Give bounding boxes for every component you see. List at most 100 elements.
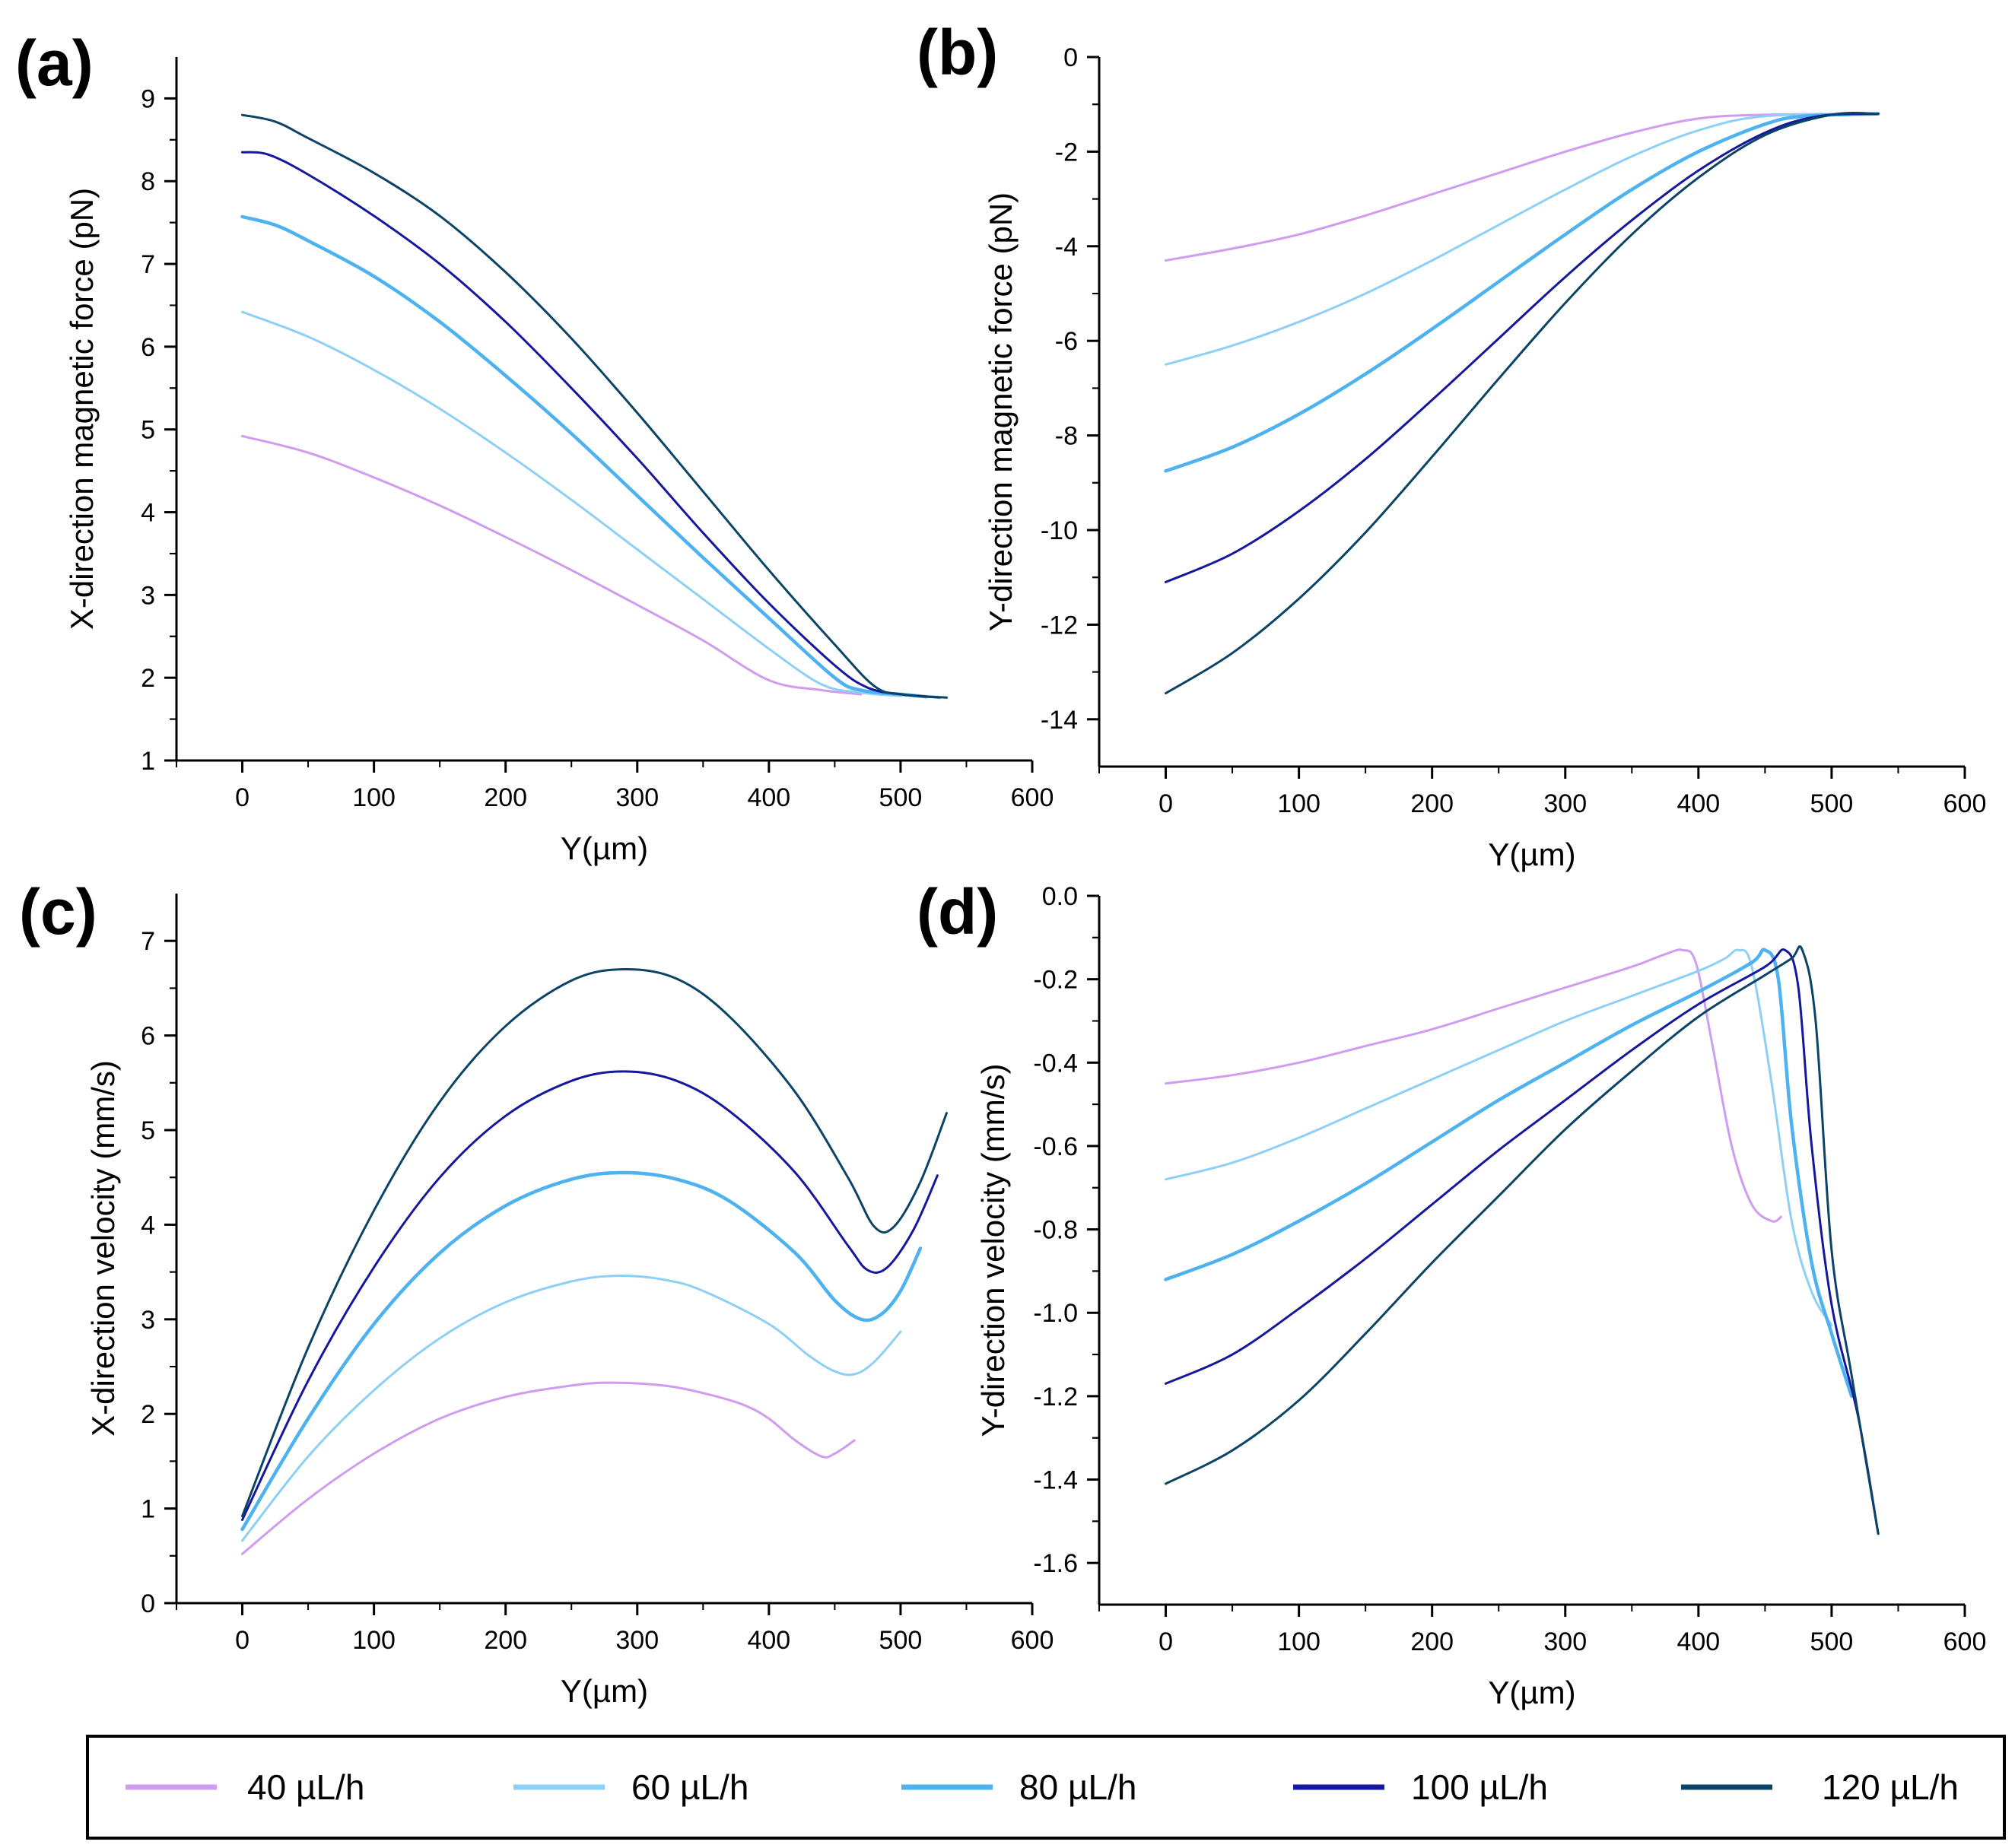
x-tick-label: 300 <box>1543 789 1587 818</box>
x-tick-label: 100 <box>352 783 396 812</box>
x-tick-label: 400 <box>1677 789 1720 818</box>
y-tick-label: 7 <box>141 250 155 279</box>
y-tick-label: -10 <box>1041 516 1078 545</box>
y-tick-label: -0.4 <box>1033 1049 1078 1078</box>
x-tick-label: 300 <box>1543 1627 1587 1656</box>
legend-label: 60 µL/h <box>631 1767 748 1807</box>
y-tick-label: -1.0 <box>1033 1299 1078 1328</box>
y-tick-label: 0 <box>141 1589 155 1618</box>
y-tick-label: -0.6 <box>1033 1132 1078 1161</box>
series-line-60 <box>1165 113 1880 366</box>
x-tick-label: 300 <box>615 1626 659 1655</box>
series-line-40 <box>241 434 863 696</box>
y-tick-label: 6 <box>141 1022 155 1051</box>
y-tick-label: -1.2 <box>1033 1383 1078 1411</box>
y-tick-label: 5 <box>141 416 155 445</box>
legend-label: 100 µL/h <box>1411 1767 1548 1807</box>
y-axis-title: Y-direction magnetic force (pN) <box>983 192 1019 631</box>
series-line-40 <box>1165 948 1782 1223</box>
y-tick-label: -8 <box>1055 422 1078 451</box>
series-line-60 <box>241 1275 902 1542</box>
y-tick-label: 2 <box>141 664 155 693</box>
x-tick-label: 500 <box>879 783 923 812</box>
panel-label: (d) <box>917 876 998 948</box>
y-tick-label: -14 <box>1041 706 1078 735</box>
x-axis-title: Y(µm) <box>561 1673 648 1709</box>
panel-label: (c) <box>19 876 97 948</box>
y-tick-label: -12 <box>1041 611 1078 640</box>
y-tick-label: 1 <box>141 1495 155 1524</box>
x-tick-label: 100 <box>352 1626 396 1655</box>
series-line-40 <box>241 1381 856 1555</box>
x-tick-label: 0 <box>235 783 249 812</box>
x-tick-label: 400 <box>747 1626 790 1655</box>
x-tick-label: 500 <box>1810 1627 1854 1656</box>
y-tick-label: 0 <box>1063 43 1078 72</box>
y-tick-label: -4 <box>1055 233 1078 262</box>
series-line-80 <box>1164 112 1880 473</box>
series-line-60 <box>1165 948 1833 1327</box>
legend-item-40: 40 µL/h <box>126 1767 364 1807</box>
x-tick-label: 600 <box>1943 789 1987 818</box>
x-tick-label: 600 <box>1011 783 1054 812</box>
x-axis-title: Y(µm) <box>1488 837 1575 872</box>
x-tick-label: 0 <box>1158 789 1173 818</box>
x-tick-label: 200 <box>484 1626 527 1655</box>
panel-d: (d) 0 100 200 300 400 500 600 0.0 -0.2 -0.4 -0.6 -0.… <box>917 876 1986 1710</box>
panel-label: (a) <box>15 27 94 99</box>
y-tick-label: 8 <box>141 167 155 196</box>
x-tick-label: 200 <box>1410 1627 1454 1656</box>
series-line-80 <box>240 214 929 699</box>
series-line-100 <box>241 1070 939 1521</box>
y-tick-label: -2 <box>1055 138 1078 167</box>
legend-item-100: 100 µL/h <box>1293 1767 1548 1807</box>
y-axis-title: X-direction velocity (mm/s) <box>85 1060 121 1437</box>
series-line-80 <box>1164 948 1854 1399</box>
x-tick-label: 300 <box>615 783 659 812</box>
x-tick-label: 600 <box>1011 1626 1054 1655</box>
y-tick-label: 5 <box>141 1116 155 1145</box>
y-tick-label: 4 <box>141 499 155 528</box>
x-tick-label: 100 <box>1277 789 1321 818</box>
y-tick-label: -0.2 <box>1033 966 1078 995</box>
legend-item-120: 120 µL/h <box>1681 1767 1959 1807</box>
y-tick-label: -0.8 <box>1033 1216 1078 1245</box>
x-tick-label: 400 <box>747 783 790 812</box>
y-tick-label: 1 <box>141 747 155 776</box>
series-line-100 <box>1165 113 1880 583</box>
legend-item-60: 60 µL/h <box>513 1767 748 1807</box>
series-line-120 <box>1165 111 1880 695</box>
series-line-120 <box>241 113 948 699</box>
panel-b: (b) 0 100 200 300 400 500 600 0 -2 -4 -6 -8 -10 -12 -14… <box>917 17 1986 872</box>
y-axis-title: Y-direction velocity (mm/s) <box>975 1064 1011 1437</box>
x-axis-title: Y(µm) <box>561 830 648 866</box>
y-tick-label: -1.6 <box>1033 1549 1078 1578</box>
legend-label: 40 µL/h <box>247 1767 364 1807</box>
x-tick-label: 500 <box>879 1626 923 1655</box>
series-line-100 <box>1165 948 1880 1535</box>
y-tick-label: 4 <box>141 1211 155 1240</box>
legend: 40 µL/h 60 µL/h 80 µL/h 100 µL/h 120 µL/… <box>86 1735 2006 1840</box>
x-tick-label: 500 <box>1810 789 1854 818</box>
y-tick-label: 6 <box>141 333 155 362</box>
x-tick-label: 100 <box>1277 1627 1321 1656</box>
y-tick-label: 0.0 <box>1042 882 1078 911</box>
y-tick-label: 2 <box>141 1400 155 1429</box>
series-line-120 <box>1165 945 1880 1535</box>
y-tick-label: 9 <box>141 84 155 113</box>
y-tick-label: 3 <box>141 1306 155 1335</box>
panel-a: (a) 0 100 200 300 400 500 600 1 2 3 4 5 6 7 8 9 Y(µm) X-di… <box>15 27 1054 866</box>
series-line-100 <box>241 151 942 699</box>
x-tick-label: 0 <box>235 1626 249 1655</box>
legend-label: 120 µL/h <box>1822 1767 1959 1807</box>
y-tick-label: -6 <box>1055 327 1078 356</box>
legend-label: 80 µL/h <box>1019 1767 1136 1807</box>
x-tick-label: 400 <box>1677 1627 1720 1656</box>
x-axis-title: Y(µm) <box>1488 1675 1575 1710</box>
x-tick-label: 200 <box>484 783 527 812</box>
x-tick-label: 200 <box>1410 789 1454 818</box>
series-line-60 <box>241 310 902 697</box>
legend-item-80: 80 µL/h <box>901 1767 1136 1807</box>
x-tick-label: 0 <box>1158 1627 1173 1656</box>
x-tick-label: 600 <box>1943 1627 1987 1656</box>
